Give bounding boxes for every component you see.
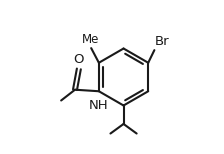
Text: O: O	[74, 53, 84, 66]
Text: NH: NH	[88, 99, 108, 112]
Text: Br: Br	[155, 35, 170, 48]
Text: Me: Me	[82, 33, 99, 46]
